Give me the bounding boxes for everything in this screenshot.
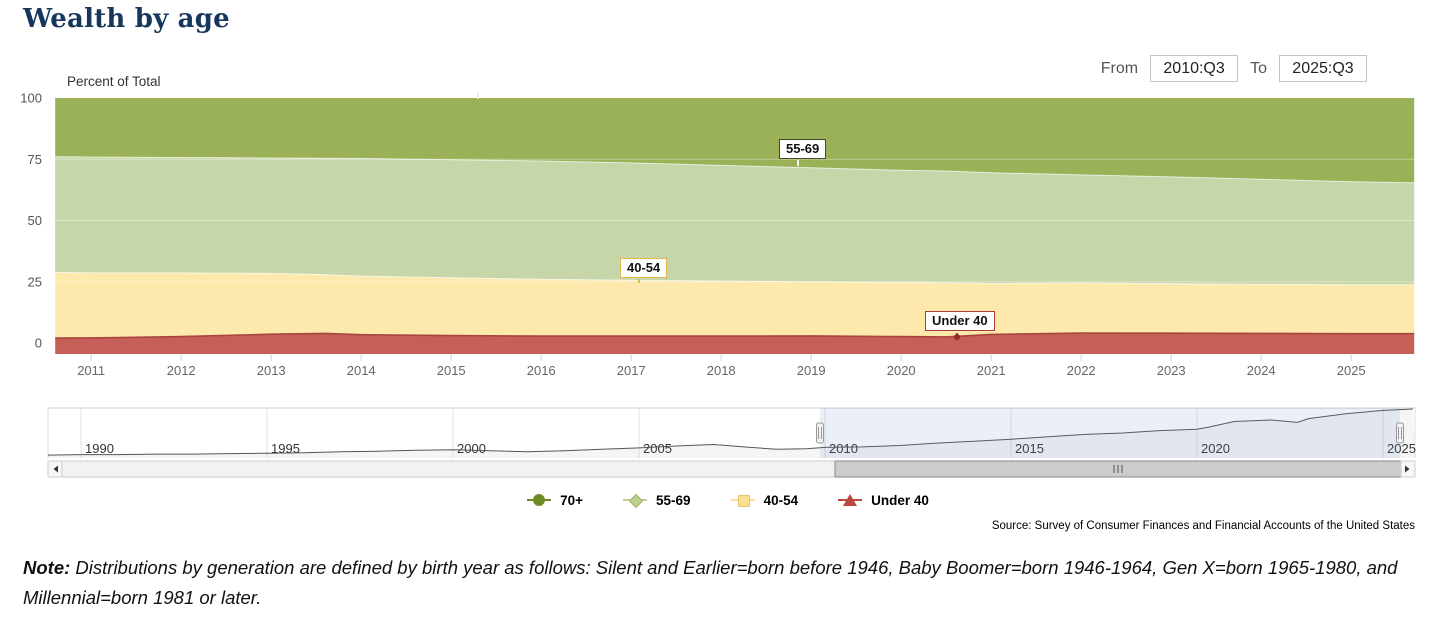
navigator-line — [47, 408, 1413, 456]
diamond-marker-icon — [623, 492, 648, 509]
x-tick-label-2012: 2012 — [167, 363, 196, 378]
x-tick-label-2017: 2017 — [617, 363, 646, 378]
navigator-label-2025: 2025 — [1387, 441, 1416, 456]
x-tick-label-2016: 2016 — [527, 363, 556, 378]
legend-item-55-69[interactable]: 55-69 — [623, 492, 691, 509]
plot-areas[interactable] — [55, 98, 1415, 354]
from-input[interactable] — [1150, 55, 1239, 82]
navigator-selected-range[interactable] — [820, 408, 1400, 458]
series-area-under-40[interactable] — [55, 333, 1415, 354]
y-axis-unit-label: Percent of Total — [67, 74, 161, 89]
series-area-40-54[interactable] — [55, 272, 1415, 339]
navigator-label-1995: 1995 — [271, 441, 300, 456]
source-text: Source: Survey of Consumer Finances and … — [991, 520, 1415, 532]
x-tick-label-2011: 2011 — [77, 363, 105, 378]
date-range-controls: From To — [1101, 55, 1367, 82]
series-edge — [55, 156, 1415, 184]
navigator-label-2000: 2000 — [457, 441, 486, 456]
legend-label: 70+ — [560, 492, 584, 508]
series-callout-under-40: Under 40 — [925, 311, 995, 331]
series-edge — [55, 332, 1415, 339]
note-text: Note: Distributions by generation are de… — [23, 557, 1398, 608]
x-tick-label-2021: 2021 — [977, 363, 1006, 378]
series-area-70-[interactable] — [55, 98, 1415, 183]
to-input[interactable] — [1279, 55, 1367, 82]
stacked-area-chart: 100 75 50 25 0 2011 2012 2013 2014 2015 2016 2017 20… — [20, 91, 1416, 478]
navigator-handle-left[interactable] — [816, 422, 824, 444]
callout-stem-70plus — [477, 93, 479, 99]
series-callout-55-69: 55-69 — [779, 139, 827, 159]
navigator-label-2015: 2015 — [1015, 441, 1044, 456]
x-tick-label-2022: 2022 — [1067, 363, 1096, 378]
series-callout-40-54: 40-54 — [620, 258, 668, 278]
legend-label: 55-69 — [656, 492, 691, 508]
y-tick-label-50: 50 — [28, 213, 42, 228]
x-tick-label-2014: 2014 — [347, 363, 376, 378]
x-tick-label-2023: 2023 — [1157, 363, 1186, 378]
x-tick-label-2013: 2013 — [257, 363, 286, 378]
y-tick-label-25: 25 — [28, 274, 42, 289]
legend-item-70-[interactable]: 70+ — [527, 492, 583, 508]
legend-label: Under 40 — [871, 492, 929, 508]
square-marker-icon — [730, 492, 755, 508]
x-tick-label-2024: 2024 — [1247, 363, 1276, 378]
legend-item-under-40[interactable]: Under 40 — [838, 492, 929, 508]
series-area-55-69[interactable] — [55, 156, 1415, 285]
navigator-label-2010: 2010 — [829, 441, 858, 456]
legend-label: 40-54 — [763, 492, 799, 508]
navigator-label-1990: 1990 — [85, 441, 114, 456]
y-tick-label-100: 100 — [20, 91, 42, 106]
circle-marker-icon — [527, 492, 552, 508]
callout-stem-55-69 — [797, 160, 799, 166]
navigator-handle-right[interactable] — [1396, 422, 1404, 444]
legend: 70+ 55-69 40-54 Under 40 — [0, 492, 1456, 509]
callout-stem-40-54 — [638, 279, 640, 283]
navigator-label-2020: 2020 — [1201, 441, 1230, 456]
x-tick-label-2015: 2015 — [437, 363, 466, 378]
x-tick-label-2020: 2020 — [887, 363, 916, 378]
navigator-label-2005: 2005 — [643, 441, 672, 456]
under-40-marker-dot — [954, 334, 960, 340]
y-tick-label-0: 0 — [35, 336, 42, 351]
note-label: Note: — [23, 557, 71, 578]
series-edge — [55, 271, 1415, 286]
navigator-area — [48, 409, 1415, 458]
from-label: From — [1100, 59, 1139, 77]
to-label: To — [1250, 59, 1267, 77]
scrollbar-left-button[interactable] — [47, 460, 63, 478]
triangle-marker-icon — [838, 492, 863, 508]
legend-item-40-54[interactable]: 40-54 — [730, 492, 799, 508]
scrollbar-right-button[interactable] — [1400, 460, 1416, 478]
y-tick-label-75: 75 — [28, 152, 42, 167]
x-tick-label-2018: 2018 — [707, 363, 736, 378]
x-tick-label-2019: 2019 — [797, 363, 826, 378]
page-title: Wealth by age — [23, 4, 230, 34]
x-tick-label-2025: 2025 — [1337, 363, 1366, 378]
